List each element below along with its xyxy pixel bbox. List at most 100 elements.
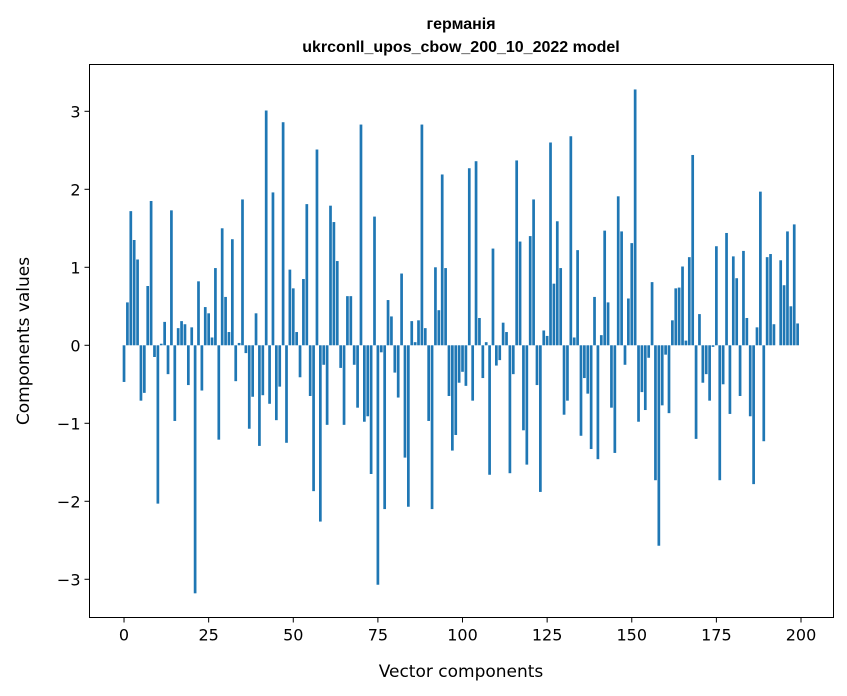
bar-4 [136, 259, 139, 346]
y-tick-label: −3 [57, 570, 81, 589]
bar-11 [159, 343, 163, 346]
bar-138 [589, 345, 593, 450]
bar-2 [129, 211, 133, 346]
bar-41 [261, 345, 265, 396]
bar-115 [511, 345, 515, 375]
bar-59 [322, 345, 326, 365]
x-tick-label: 175 [701, 626, 732, 645]
bar-105 [478, 317, 481, 346]
bar-46 [278, 345, 282, 387]
bar-158 [657, 345, 661, 546]
x-tick-label: 0 [119, 626, 129, 645]
bar-101 [464, 345, 468, 386]
bar-186 [752, 345, 755, 485]
y-tick-label: −1 [57, 414, 81, 433]
bar-14 [170, 210, 173, 346]
bar-57 [315, 149, 319, 346]
bar-75 [376, 345, 380, 585]
bar-183 [742, 250, 745, 346]
bar-55 [308, 345, 312, 396]
bar-71 [362, 345, 366, 422]
bar-24 [203, 307, 207, 346]
bar-80 [393, 345, 397, 373]
bar-89 [423, 328, 427, 346]
bar-149 [627, 298, 630, 346]
bar-85 [410, 321, 414, 346]
bar-23 [200, 345, 204, 391]
bar-104 [474, 161, 478, 346]
bar-151 [633, 89, 637, 346]
chart-title-line-1: германія [426, 16, 495, 33]
bar-42 [264, 110, 268, 346]
bar-198 [792, 224, 796, 346]
bar-56 [312, 345, 315, 492]
bar-157 [654, 345, 657, 481]
bar-90 [427, 345, 431, 421]
bar-77 [383, 345, 387, 510]
x-tick-label: 50 [283, 626, 303, 645]
bar-45 [274, 345, 278, 421]
bar-109 [491, 248, 495, 346]
bar-147 [620, 231, 623, 346]
bar-167 [687, 257, 691, 346]
bar-190 [765, 257, 769, 346]
bar-153 [640, 345, 644, 393]
bar-17 [180, 321, 183, 346]
y-axis-ticks: −3 −2 −1 0 1 2 3 [57, 102, 90, 589]
bar-1 [126, 302, 129, 346]
bar-9 [153, 345, 156, 357]
x-tick-label: 125 [532, 626, 563, 645]
bar-73 [369, 345, 373, 474]
bar-76 [379, 345, 383, 353]
bar-160 [664, 345, 667, 355]
bar-189 [762, 345, 766, 442]
bar-113 [505, 332, 508, 346]
bar-172 [704, 345, 708, 375]
bar-78 [386, 300, 390, 346]
bar-25 [207, 313, 211, 346]
bar-33 [234, 345, 238, 382]
bar-21 [193, 345, 197, 594]
bar-87 [417, 320, 420, 346]
bar-50 [291, 288, 295, 346]
bar-91 [430, 345, 434, 510]
bar-177 [721, 345, 725, 385]
bar-139 [593, 296, 596, 346]
bar-107 [484, 342, 488, 346]
bar-58 [318, 345, 322, 522]
bar-65 [342, 345, 346, 425]
bar-178 [725, 232, 728, 346]
bar-154 [643, 345, 647, 411]
bar-44 [271, 192, 275, 346]
bar-62 [332, 222, 336, 346]
bar-170 [698, 314, 701, 346]
bar-22 [197, 281, 200, 346]
bar-141 [599, 335, 603, 346]
bar-159 [660, 345, 664, 406]
bar-37 [247, 345, 251, 429]
bar-175 [715, 246, 718, 346]
bar-97 [451, 345, 454, 451]
bar-51 [295, 332, 299, 346]
bar-184 [745, 317, 749, 346]
bar-108 [488, 345, 491, 475]
bar-84 [407, 345, 410, 507]
bar-140 [596, 345, 600, 460]
bar-143 [606, 302, 610, 346]
bar-31 [227, 332, 231, 346]
bar-66 [346, 296, 349, 346]
bar-52 [298, 345, 302, 378]
bar-15 [173, 345, 177, 421]
bar-117 [518, 241, 522, 346]
bar-195 [782, 285, 786, 346]
bar-70 [359, 124, 363, 346]
bar-88 [420, 124, 424, 346]
bar-169 [694, 345, 698, 439]
bar-53 [302, 278, 305, 346]
x-axis-label: Vector components [379, 662, 544, 682]
bar-135 [579, 345, 583, 436]
bar-124 [542, 330, 546, 346]
bar-163 [674, 288, 678, 346]
bar-129 [559, 268, 563, 346]
bar-16 [176, 328, 180, 346]
